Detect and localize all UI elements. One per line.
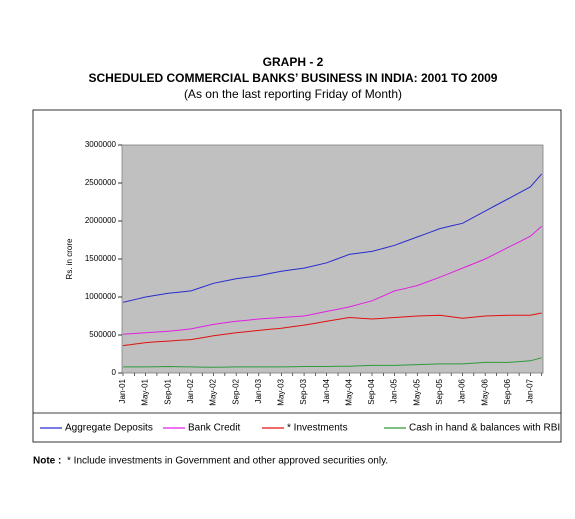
y-tick-label: 2000000 [85,216,117,225]
x-tick-label: Jan-01 [118,378,127,403]
x-tick-label: Sep-02 [231,378,240,404]
x-tick-label: May-01 [141,378,150,405]
y-tick-label: 2500000 [85,178,117,187]
legend-label: Bank Credit [188,423,240,434]
x-tick-label: Jan-07 [526,378,535,403]
y-tick-label: 500000 [89,330,116,339]
y-axis-label: Rs. in crore [65,238,74,279]
y-tick-label: 3000000 [85,140,117,149]
chart-frame [32,109,562,443]
x-tick-label: Jan-05 [390,378,399,403]
x-tick-label: May-04 [344,378,353,405]
chart-subtitle: SCHEDULED COMMERCIAL BANKS’ BUSINESS IN … [89,71,498,85]
note: * Include investments in Government and … [67,456,388,467]
series-line [122,173,543,303]
x-tick-label: Sep-03 [299,378,308,404]
x-tick-label: May-03 [277,378,286,405]
x-tick-label: May-06 [480,378,489,405]
chart-subtitle: (As on the last reporting Friday of Mont… [184,87,402,101]
note-label: Note : [33,456,61,467]
y-tick-label: 0 [112,368,117,377]
legend-label: Aggregate Deposits [65,423,153,434]
legend-label: * Investments [287,423,348,434]
x-tick-label: Jan-04 [322,378,331,403]
x-tick-label: Jan-03 [254,378,263,403]
plot-area [121,144,544,374]
x-tick-label: Sep-06 [503,378,512,404]
series-line [122,312,542,347]
x-tick-label: Sep-05 [435,378,444,404]
y-tick-label: 1500000 [85,254,117,263]
chart-title: GRAPH - 2 [263,55,324,69]
x-tick-label: Jan-06 [458,378,467,403]
series-line [122,225,543,335]
y-tick-label: 1000000 [85,292,117,301]
legend-label: Cash in hand & balances with RBI [409,423,560,434]
series-line [123,357,542,368]
x-tick-label: May-02 [209,378,218,405]
x-tick-label: Sep-01 [163,378,172,404]
x-tick-label: Jan-02 [186,378,195,403]
x-tick-label: May-05 [412,378,421,405]
x-tick-label: Sep-04 [367,378,376,404]
